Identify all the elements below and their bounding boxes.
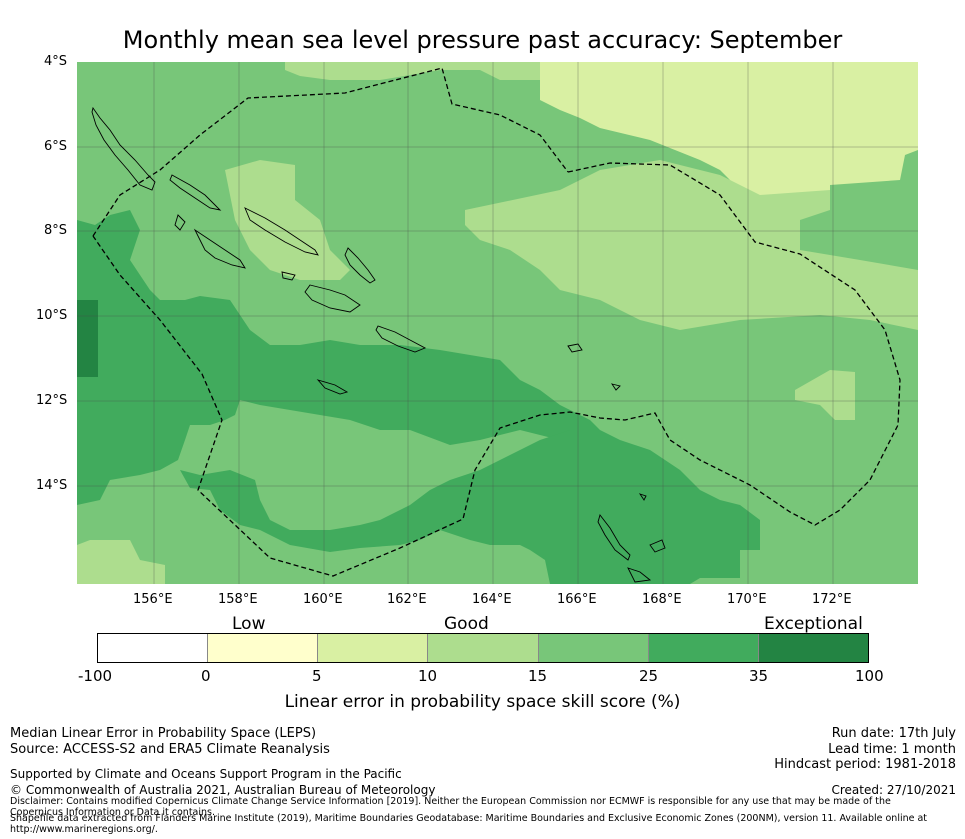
- colorbar-swatch: [207, 634, 318, 662]
- colorbar-swatch: [537, 634, 648, 662]
- footer-shapefile-credit: Shapefile data extracted from Flanders M…: [10, 813, 928, 835]
- footer-lead-time: Lead time: 1 month: [828, 742, 956, 757]
- colorbar: [97, 633, 869, 663]
- colorbar-swatch: [427, 634, 538, 662]
- colorbar-swatch: [317, 634, 428, 662]
- lon-label-170e: 170°E: [727, 592, 767, 607]
- lon-label-156e: 156°E: [133, 592, 173, 607]
- footer-run-date: Run date: 17th July: [831, 726, 956, 741]
- colorbar-category-good: Good: [444, 614, 489, 634]
- lat-label-8s: 8°S: [44, 223, 68, 238]
- lat-label-14s: 14°S: [36, 478, 68, 493]
- lon-label-162e: 162°E: [387, 592, 427, 607]
- graticule: [77, 62, 918, 584]
- lon-label-160e: 160°E: [303, 592, 343, 607]
- lon-label-164e: 164°E: [472, 592, 512, 607]
- colorbar-label: Linear error in probability space skill …: [284, 692, 681, 712]
- colorbar-tick: 100: [855, 667, 884, 685]
- colorbar-tick: 10: [418, 667, 438, 685]
- lat-label-10s: 10°S: [36, 308, 68, 323]
- footer-copyright: © Commonwealth of Australia 2021, Austra…: [10, 783, 436, 797]
- colorbar-category-low: Low: [232, 614, 266, 634]
- lon-label-172e: 172°E: [812, 592, 852, 607]
- lon-label-166e: 166°E: [557, 592, 597, 607]
- lon-label-168e: 168°E: [642, 592, 682, 607]
- colorbar-tick: 25: [639, 667, 659, 685]
- colorbar-tick: 0: [201, 667, 211, 685]
- colorbar-swatch: [98, 634, 208, 662]
- colorbar-tick: 15: [528, 667, 548, 685]
- colorbar-tick: -100: [78, 667, 113, 685]
- colorbar-tick: 5: [312, 667, 322, 685]
- footer-support: Supported by Climate and Oceans Support …: [10, 767, 402, 781]
- colorbar-category-exceptional: Exceptional: [764, 614, 863, 634]
- colorbar-tick: 35: [749, 667, 769, 685]
- footer-disclaimer: Disclaimer: Contains modified Copernicus…: [10, 796, 891, 818]
- lat-label-12s: 12°S: [36, 393, 68, 408]
- footer-hindcast-period: Hindcast period: 1981-2018: [774, 757, 956, 772]
- footer-created: Created: 27/10/2021: [831, 783, 956, 797]
- footer-method: Median Linear Error in Probability Space…: [10, 726, 317, 741]
- coastlines: [91, 106, 666, 583]
- lat-label-4s: 4°S: [44, 54, 68, 69]
- map-title: Monthly mean sea level pressure past acc…: [122, 26, 843, 54]
- lat-label-6s: 6°S: [44, 139, 68, 154]
- colorbar-swatch: [757, 634, 868, 662]
- eez-boundaries: [92, 67, 901, 577]
- colorbar-swatch: [647, 634, 758, 662]
- skill-field: [77, 62, 918, 584]
- lon-label-158e: 158°E: [218, 592, 258, 607]
- footer-source: Source: ACCESS-S2 and ERA5 Climate Reana…: [10, 742, 330, 757]
